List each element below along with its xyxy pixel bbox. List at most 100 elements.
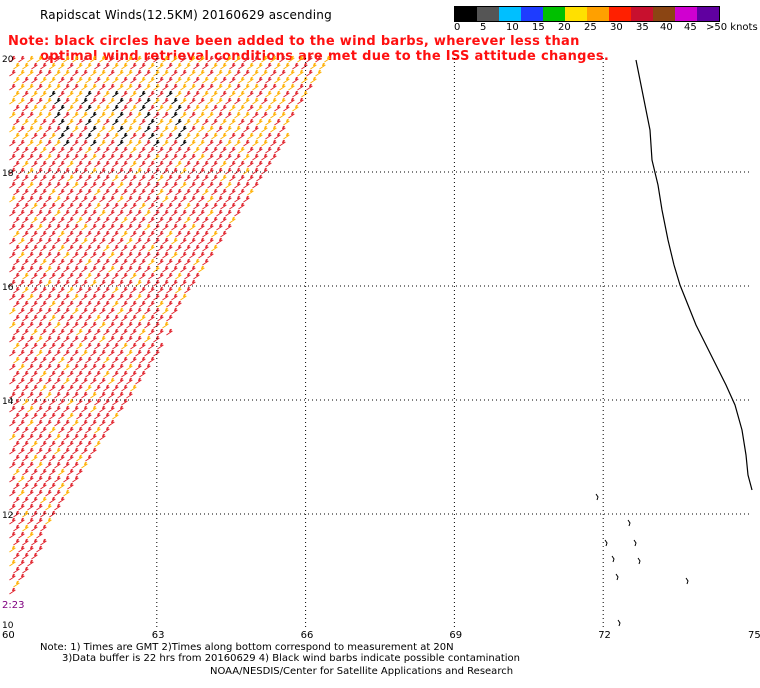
wind-barb	[31, 160, 38, 168]
wind-barb	[27, 209, 34, 217]
wind-barb	[18, 111, 25, 119]
wind-barb	[175, 258, 182, 266]
wind-barb	[72, 153, 79, 161]
wind-barb	[72, 419, 79, 427]
wind-barb	[90, 447, 97, 455]
wind-barb	[126, 307, 133, 315]
wind-barb	[9, 489, 16, 497]
wind-barb	[63, 293, 70, 301]
wind-barb	[180, 125, 187, 133]
wind-barb	[261, 83, 268, 91]
wind-barb	[85, 62, 92, 70]
wind-barb	[216, 153, 223, 161]
wind-barb	[274, 118, 281, 126]
wind-barb	[13, 188, 20, 196]
wind-barb	[81, 167, 88, 175]
wind-barb	[292, 104, 299, 112]
wind-barb	[63, 405, 70, 413]
island	[615, 573, 619, 581]
wind-barb	[49, 412, 56, 420]
wind-barb	[13, 426, 20, 434]
wind-barb	[126, 391, 133, 399]
wind-barb	[18, 517, 25, 525]
wind-barb	[67, 272, 74, 280]
wind-barb	[211, 188, 218, 196]
wind-barb	[45, 97, 52, 105]
wind-barb	[81, 433, 88, 441]
wind-barb	[76, 202, 83, 210]
wind-barb	[9, 307, 16, 315]
wind-barb	[279, 139, 286, 147]
wind-barb	[36, 279, 43, 287]
wind-barb	[13, 132, 20, 140]
wind-barb	[31, 132, 38, 140]
wind-barb	[256, 104, 263, 112]
wind-barb	[31, 342, 38, 350]
wind-barb	[207, 55, 214, 63]
wind-barb	[13, 300, 20, 308]
wind-barb	[72, 475, 79, 483]
wind-barb	[148, 216, 155, 224]
wind-barb	[90, 209, 97, 217]
wind-barb	[67, 216, 74, 224]
wind-barb	[189, 139, 196, 147]
wind-barb	[36, 363, 43, 371]
wind-barb	[126, 139, 133, 147]
wind-barb	[189, 83, 196, 91]
wind-barb	[234, 111, 241, 119]
wind-barb	[103, 202, 110, 210]
wind-barb	[112, 370, 119, 378]
wind-barb	[22, 62, 29, 70]
wind-barb	[36, 405, 43, 413]
wind-barb	[76, 454, 83, 462]
wind-barb	[49, 188, 56, 196]
wind-barb	[85, 328, 92, 336]
lon-tick-label: 66	[301, 630, 314, 641]
wind-barb	[139, 104, 146, 112]
wind-barb	[292, 62, 299, 70]
wind-barb	[27, 223, 34, 231]
wind-barb	[13, 258, 20, 266]
wind-barb	[90, 419, 97, 427]
wind-barb	[85, 202, 92, 210]
wind-barb	[238, 188, 245, 196]
wind-barb	[121, 286, 128, 294]
note-line-2: optimal wind retrieval conditions are me…	[40, 49, 610, 64]
wind-barb	[40, 412, 47, 420]
wind-barb	[40, 230, 47, 238]
wind-barb	[108, 321, 115, 329]
wind-barb	[166, 244, 173, 252]
wind-barb	[171, 55, 178, 63]
wind-barb	[31, 216, 38, 224]
wind-barb	[108, 349, 115, 357]
wind-barb	[67, 118, 74, 126]
wind-barb	[166, 104, 173, 112]
wind-barb	[238, 118, 245, 126]
wind-barb	[144, 335, 151, 343]
wind-barb	[252, 83, 259, 91]
wind-barb	[54, 251, 61, 259]
wind-barb	[94, 118, 101, 126]
wind-barb	[9, 363, 16, 371]
wind-barb	[76, 426, 83, 434]
wind-barb	[45, 349, 52, 357]
wind-barb	[36, 419, 43, 427]
wind-barb	[27, 531, 34, 539]
wind-barb	[31, 412, 38, 420]
wind-barb	[90, 97, 97, 105]
wind-barb	[184, 146, 191, 154]
wind-barb	[94, 160, 101, 168]
wind-barb	[81, 209, 88, 217]
wind-barb	[54, 391, 61, 399]
wind-barb	[49, 356, 56, 364]
wind-barb	[126, 83, 133, 91]
wind-barb	[180, 139, 187, 147]
wind-barb	[283, 132, 290, 140]
wind-barb	[184, 286, 191, 294]
wind-barb	[162, 209, 169, 217]
wind-barb	[270, 83, 277, 91]
wind-barb	[126, 223, 133, 231]
wind-barb	[72, 139, 79, 147]
wind-barb	[202, 76, 209, 84]
wind-barb	[13, 118, 20, 126]
